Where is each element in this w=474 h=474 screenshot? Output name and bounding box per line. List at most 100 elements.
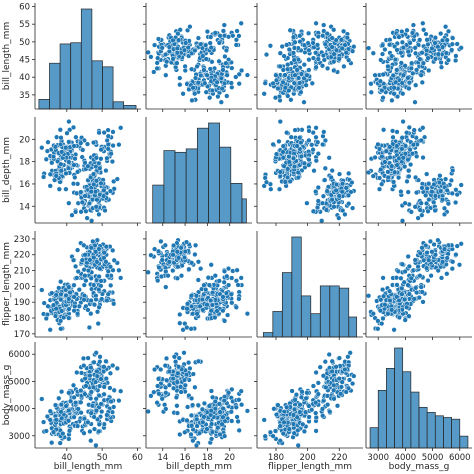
scatter-point — [188, 303, 195, 310]
scatter-point — [90, 139, 97, 146]
scatter-point — [417, 250, 423, 256]
scatter-point — [315, 151, 321, 157]
panel-bill_length_mm-vs-bill_length_mm: 35 40 45 50 55 60 — [19, 3, 141, 112]
scatter-point — [454, 243, 460, 249]
panel-bill_depth_mm-vs-bill_depth_mm — [145, 117, 252, 226]
panel-body_mass_g-vs-bill_length_mm: 40 50 60 3000 4000 5000 6000 — [8, 342, 143, 463]
scatter-point — [217, 409, 223, 415]
scatter-point — [402, 163, 408, 170]
scatter-point — [273, 72, 279, 78]
scatter-point — [438, 64, 445, 70]
scatter-point — [105, 146, 111, 152]
scatter-point — [297, 80, 303, 86]
scatter-point — [343, 50, 349, 56]
scatter-point — [49, 160, 55, 166]
scatter-point — [263, 179, 270, 185]
scatter-point — [75, 268, 81, 275]
scatter-point — [301, 428, 308, 435]
scatter-point — [92, 249, 99, 255]
scatter-point — [163, 390, 169, 396]
scatter-point — [192, 251, 198, 258]
scatter-point — [322, 177, 328, 183]
scatter-point — [209, 87, 216, 94]
scatter-point — [47, 327, 53, 333]
scatter-point — [220, 308, 226, 314]
scatter-point — [74, 311, 81, 317]
scatter-point — [331, 387, 337, 393]
scatter-point — [313, 134, 319, 140]
x-tick-label: 14 — [157, 453, 168, 463]
scatter-point — [418, 72, 424, 78]
hist-bar — [459, 435, 469, 449]
scatter-point — [284, 66, 291, 72]
scatter-point — [98, 156, 104, 162]
scatter-point — [336, 215, 342, 221]
scatter-point — [198, 266, 204, 272]
scatter-point — [445, 57, 452, 63]
scatter-point — [341, 63, 347, 70]
scatter-point — [445, 28, 452, 34]
scatter-point — [186, 266, 192, 272]
scatter-point — [166, 382, 173, 388]
scatter-point — [156, 264, 162, 271]
scatter-point — [425, 55, 431, 61]
scatter-point — [44, 148, 51, 154]
y-tick-label: 55 — [19, 20, 30, 30]
scatter-point — [175, 264, 181, 270]
scatter-point — [449, 41, 455, 47]
scatter-point — [57, 127, 63, 133]
scatter-point — [417, 56, 423, 62]
scatter-point — [426, 196, 432, 203]
scatter-point — [208, 308, 214, 314]
scatter-point — [63, 292, 69, 299]
scatter-point — [375, 141, 381, 148]
scatter-point — [333, 364, 339, 370]
scatter-point — [326, 351, 332, 358]
y-tick-label: 4000 — [8, 405, 30, 415]
scatter-point — [155, 277, 161, 284]
scatter-point — [410, 70, 416, 77]
scatter-point — [57, 318, 64, 324]
scatter-point — [74, 423, 81, 429]
scatter-point — [333, 181, 340, 188]
scatter-point — [47, 417, 53, 423]
scatter-point — [176, 355, 182, 361]
hist-bar — [112, 101, 125, 110]
scatter-point — [53, 306, 59, 312]
scatter-point — [277, 63, 283, 70]
scatter-point — [234, 28, 240, 34]
scatter-point — [244, 408, 251, 414]
scatter-point — [405, 75, 411, 81]
scatter-point — [103, 375, 109, 382]
scatter-point — [407, 161, 414, 168]
scatter-point — [66, 428, 73, 434]
scatter-point — [314, 42, 321, 48]
scatter-point — [441, 211, 448, 218]
hist-bar — [196, 127, 209, 224]
scatter-point — [458, 182, 464, 188]
scatter-point — [85, 267, 92, 274]
scatter-point — [396, 155, 402, 161]
scatter-point — [302, 409, 309, 415]
scatter-point — [84, 141, 91, 147]
scatter-point — [102, 207, 108, 214]
scatter-point — [156, 391, 162, 397]
scatter-point — [58, 279, 64, 285]
scatter-point — [177, 82, 183, 88]
scatter-point — [313, 414, 319, 421]
scatter-point — [100, 193, 107, 199]
scatter-point — [424, 47, 430, 54]
scatter-point — [336, 56, 342, 62]
scatter-point — [365, 169, 372, 176]
scatter-point — [190, 371, 196, 377]
scatter-point — [66, 296, 72, 302]
scatter-point — [346, 170, 352, 177]
scatter-point — [277, 423, 283, 429]
x-axis-label: body_mass_g — [389, 462, 450, 472]
hist-bar — [91, 60, 103, 110]
scatter-point — [104, 155, 110, 161]
scatter-point — [290, 412, 297, 418]
scatter-point — [70, 124, 77, 131]
scatter-point — [306, 162, 312, 168]
y-tick-label: 5000 — [8, 377, 30, 387]
